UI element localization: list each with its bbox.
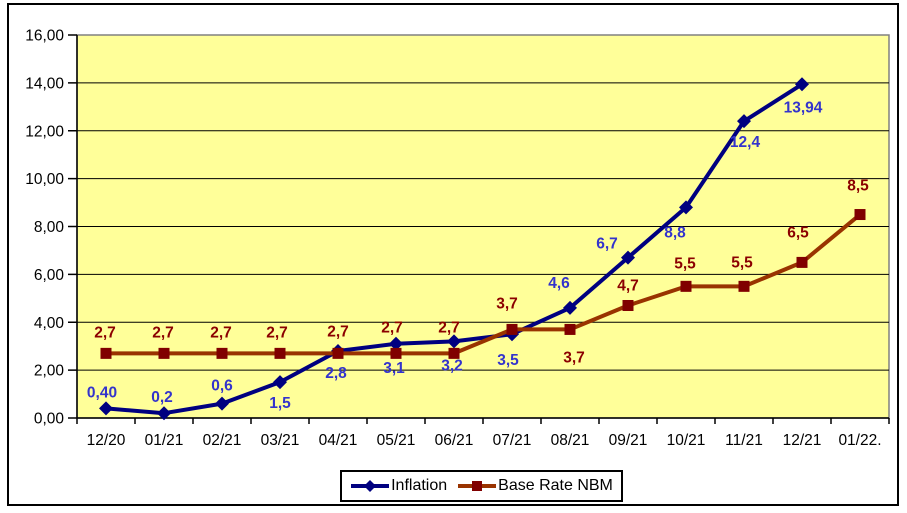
- data-point-diamond: [621, 250, 635, 265]
- chart-legend: Inflation Base Rate NBM: [340, 470, 623, 502]
- data-label: 2,7: [381, 319, 403, 336]
- x-axis-tick-label: 12/21: [783, 432, 822, 449]
- legend-label-base-rate: Base Rate NBM: [498, 477, 613, 494]
- y-axis-tick-label: 2,00: [34, 363, 65, 380]
- data-label: 2,7: [438, 319, 460, 336]
- x-axis-tick-label: 01/21: [145, 432, 184, 449]
- data-point-diamond: [215, 396, 229, 411]
- data-label: 4,6: [548, 275, 570, 292]
- data-label: 0,2: [151, 389, 173, 406]
- legend-label-inflation: Inflation: [391, 477, 448, 494]
- legend-item-inflation: Inflation: [350, 477, 447, 495]
- data-point-square: [274, 347, 286, 359]
- data-label: 2,7: [327, 323, 349, 340]
- data-label: 3,5: [497, 352, 519, 369]
- x-axis-tick-label: 01/22.: [838, 432, 881, 449]
- data-point-square: [216, 347, 228, 359]
- data-label: 1,5: [269, 395, 291, 412]
- data-label: 4,7: [617, 277, 639, 294]
- data-label: 5,5: [731, 254, 753, 271]
- data-point-square: [738, 280, 750, 292]
- data-point-square: [100, 347, 112, 359]
- y-axis-tick-label: 6,00: [34, 267, 65, 284]
- data-point-diamond: [737, 114, 751, 129]
- base-rate-line-marker-icon: [458, 481, 497, 491]
- x-axis-tick-label: 02/21: [203, 432, 242, 449]
- series-line-base-rate: [106, 212, 862, 356]
- data-label: 3,7: [496, 295, 518, 312]
- data-label: 13,94: [784, 99, 823, 116]
- data-point-square: [158, 347, 170, 359]
- data-point-square: [622, 299, 634, 311]
- y-axis-tick-label: 4,00: [34, 315, 65, 332]
- data-label: 0,40: [87, 384, 117, 401]
- x-axis-tick-label: 11/21: [725, 432, 763, 449]
- data-label: 0,6: [211, 378, 233, 395]
- data-point-square: [564, 323, 576, 335]
- data-label: 6,5: [787, 224, 809, 241]
- data-label: 8,8: [664, 224, 686, 241]
- legend-item-base-rate: Base Rate NBM: [457, 477, 613, 495]
- y-axis-tick-label: 0,00: [34, 411, 65, 428]
- data-label: 3,7: [563, 349, 585, 366]
- x-axis-tick-label: 09/21: [609, 432, 648, 449]
- data-label: 6,7: [596, 236, 618, 253]
- x-axis-tick-label: 12/20: [87, 432, 126, 449]
- y-axis-tick-label: 16,00: [25, 28, 64, 45]
- data-point-square: [680, 280, 692, 292]
- x-axis-tick-label: 03/21: [261, 432, 300, 449]
- data-point-square: [854, 209, 866, 221]
- x-axis-tick-label: 05/21: [377, 432, 416, 449]
- y-axis-tick-label: 14,00: [25, 75, 64, 92]
- x-axis-tick-label: 06/21: [435, 432, 474, 449]
- data-point-square: [390, 347, 402, 359]
- data-point-diamond: [273, 375, 287, 390]
- data-point-diamond: [679, 200, 693, 215]
- data-label: 12,4: [730, 134, 761, 151]
- y-axis-tick-label: 12,00: [25, 123, 64, 140]
- data-point-diamond: [157, 406, 171, 421]
- data-label: 3,2: [441, 357, 463, 374]
- y-axis-tick-label: 10,00: [25, 171, 64, 188]
- data-point-square: [448, 347, 460, 359]
- data-point-square: [506, 323, 518, 335]
- data-label: 5,5: [674, 255, 696, 272]
- data-label: 2,7: [152, 324, 174, 341]
- data-label: 2,7: [266, 324, 288, 341]
- data-point-diamond: [563, 300, 577, 315]
- data-point-diamond: [389, 336, 403, 351]
- x-axis-tick-label: 10/21: [667, 432, 706, 449]
- data-label: 2,8: [325, 365, 347, 382]
- data-label: 3,1: [383, 360, 405, 377]
- data-point-diamond: [99, 401, 113, 416]
- data-label: 2,7: [210, 324, 232, 341]
- x-axis-tick-label: 08/21: [551, 432, 590, 449]
- data-label: 2,7: [94, 324, 116, 341]
- data-point-square: [796, 256, 808, 268]
- data-point-diamond: [447, 334, 461, 349]
- data-label: 8,5: [847, 178, 869, 195]
- x-axis-tick-label: 07/21: [493, 432, 532, 449]
- data-point-diamond: [795, 77, 809, 92]
- y-axis-tick-label: 8,00: [34, 219, 65, 236]
- x-axis-tick-label: 04/21: [319, 432, 358, 449]
- inflation-line-marker-icon: [351, 480, 390, 492]
- data-point-square: [332, 347, 344, 359]
